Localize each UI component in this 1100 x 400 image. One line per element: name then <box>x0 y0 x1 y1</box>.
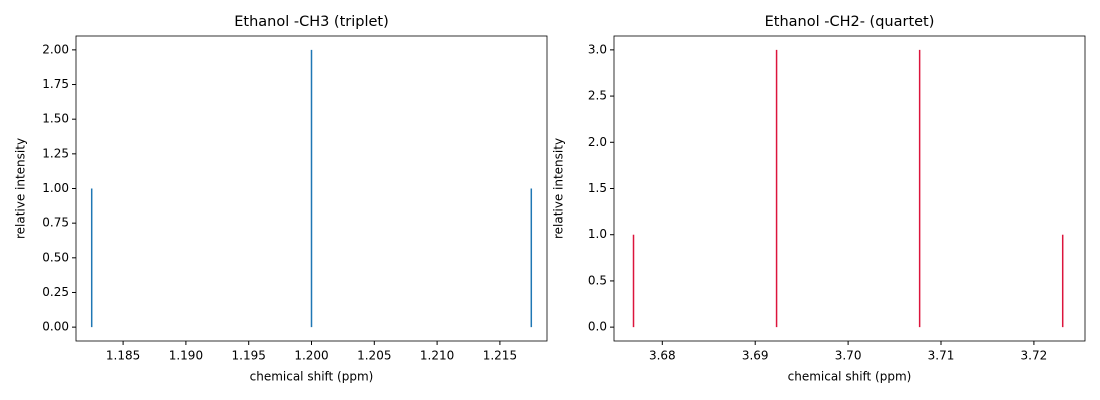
x-tick-label: 3.68 <box>649 349 676 363</box>
y-tick-label: 2.0 <box>588 135 607 149</box>
x-tick-label: 1.205 <box>357 349 391 363</box>
y-axis-label: relative intensity <box>14 138 28 239</box>
x-axis-label: chemical shift (ppm) <box>250 370 374 384</box>
y-tick-label: 0.25 <box>42 285 69 299</box>
x-axis-label: chemical shift (ppm) <box>788 370 912 384</box>
x-tick-label: 3.70 <box>835 349 862 363</box>
plot-frame <box>613 35 1086 342</box>
x-tick-label: 1.190 <box>169 349 203 363</box>
x-tick-label: 1.185 <box>106 349 140 363</box>
y-tick-label: 0.5 <box>588 273 607 287</box>
x-tick-label: 1.215 <box>483 349 517 363</box>
x-tick-label: 3.72 <box>1021 349 1048 363</box>
y-tick-label: 2.00 <box>42 42 69 56</box>
y-tick-label: 1.25 <box>42 146 69 160</box>
x-tick-label: 3.69 <box>742 349 769 363</box>
y-tick-label: 1.50 <box>42 112 69 126</box>
y-tick-label: 0.75 <box>42 216 69 230</box>
y-axis-label: relative intensity <box>552 138 566 239</box>
y-tick-label: 1.75 <box>42 77 69 91</box>
y-tick-label: 1.5 <box>588 181 607 195</box>
y-tick-label: 2.5 <box>588 89 607 103</box>
x-tick-label: 1.200 <box>294 349 328 363</box>
chart-title: Ethanol -CH2- (quartet) <box>765 14 935 30</box>
x-tick-label: 3.71 <box>928 349 955 363</box>
y-tick-label: 1.00 <box>42 181 69 195</box>
x-tick-label: 1.210 <box>420 349 454 363</box>
y-tick-label: 1.0 <box>588 227 607 241</box>
y-tick-label: 0.50 <box>42 250 69 264</box>
y-tick-label: 3.0 <box>588 42 607 56</box>
x-tick-label: 1.195 <box>232 349 266 363</box>
y-tick-label: 0.0 <box>588 320 607 334</box>
chart-title: Ethanol -CH3 (triplet) <box>234 14 389 30</box>
plot-frame <box>75 35 548 342</box>
y-tick-label: 0.00 <box>42 320 69 334</box>
